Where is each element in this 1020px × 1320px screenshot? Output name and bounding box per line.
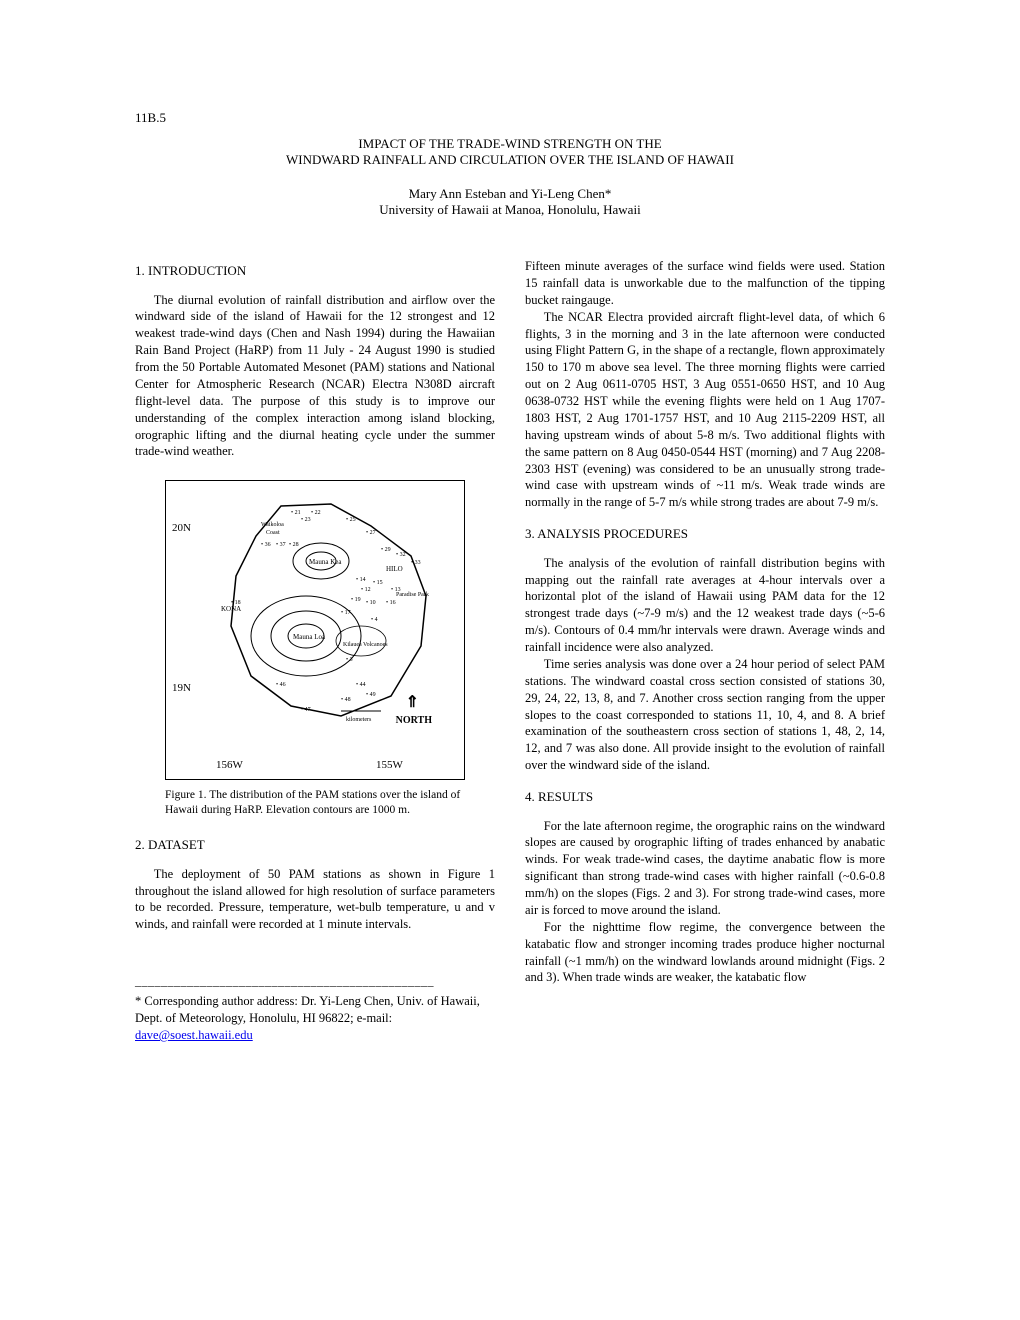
- svg-text:• 48: • 48: [341, 697, 351, 703]
- svg-text:• 12: • 12: [361, 587, 371, 593]
- svg-text:• 10: • 10: [366, 600, 376, 606]
- author-email-link[interactable]: dave@soest.hawaii.edu: [135, 1028, 253, 1042]
- svg-text:Waikoloa: Waikoloa: [261, 522, 284, 528]
- svg-text:• 18: • 18: [231, 600, 241, 606]
- svg-text:• 46: • 46: [276, 682, 286, 688]
- svg-text:Coast: Coast: [266, 530, 280, 536]
- svg-text:• 28: • 28: [289, 542, 299, 548]
- svg-text:• 16: • 16: [386, 600, 396, 606]
- map-x-label-1: 156W: [216, 758, 243, 773]
- svg-text:• 13: • 13: [391, 587, 401, 593]
- svg-text:• 25: • 25: [346, 517, 356, 523]
- author-block: Mary Ann Esteban and Yi-Leng Chen* Unive…: [135, 186, 885, 218]
- svg-text:Mauna Kea: Mauna Kea: [309, 558, 342, 566]
- section-1-heading: 1. INTRODUCTION: [135, 262, 495, 280]
- svg-text:• 21: • 21: [291, 510, 301, 516]
- figure-1: 20N 19N 156W 155W Mauna Kea Mauna Loa HI…: [135, 480, 495, 780]
- left-column: 1. INTRODUCTION The diurnal evolution of…: [135, 258, 495, 1044]
- svg-text:• 32: • 32: [396, 552, 406, 558]
- map-y-label-2: 19N: [172, 681, 191, 696]
- section-4-paragraph-2: For the nighttime flow regime, the conve…: [525, 919, 885, 987]
- corresponding-author-footnote: * Corresponding author address: Dr. Yi-L…: [135, 993, 495, 1044]
- svg-text:• 4: • 4: [371, 617, 378, 623]
- section-2-paragraph-2: Fifteen minute averages of the surface w…: [525, 258, 885, 309]
- section-4-heading: 4. RESULTS: [525, 788, 885, 806]
- svg-text:Paradise Park: Paradise Park: [396, 592, 429, 598]
- svg-text:• 27: • 27: [366, 530, 376, 536]
- author-affiliation: University of Hawaii at Manoa, Honolulu,…: [135, 202, 885, 218]
- svg-text:• 49: • 49: [366, 692, 376, 698]
- svg-text:• 15: • 15: [373, 580, 383, 586]
- svg-text:• 17: • 17: [341, 610, 351, 616]
- right-column: Fifteen minute averages of the surface w…: [525, 258, 885, 1044]
- title-line-1: IMPACT OF THE TRADE-WIND STRENGTH ON THE: [135, 136, 885, 152]
- svg-text:• 23: • 23: [301, 517, 311, 523]
- two-column-layout: 1. INTRODUCTION The diurnal evolution of…: [135, 258, 885, 1044]
- section-2-heading: 2. DATASET: [135, 836, 495, 854]
- svg-text:HILO: HILO: [386, 565, 403, 573]
- section-3-paragraph-2: Time series analysis was done over a 24 …: [525, 656, 885, 774]
- paper-id: 11B.5: [135, 110, 885, 126]
- title-block: IMPACT OF THE TRADE-WIND STRENGTH ON THE…: [135, 136, 885, 168]
- section-3-heading: 3. ANALYSIS PROCEDURES: [525, 525, 885, 543]
- map-y-label-1: 20N: [172, 521, 191, 536]
- svg-text:KONA: KONA: [221, 605, 241, 613]
- north-label: NORTH: [396, 714, 432, 728]
- svg-text:• 47: • 47: [301, 707, 311, 713]
- section-2-paragraph-1: The deployment of 50 PAM stations as sho…: [135, 866, 495, 934]
- svg-text:• 44: • 44: [356, 682, 366, 688]
- svg-text:• 3: • 3: [346, 657, 353, 663]
- section-4-paragraph-1: For the late afternoon regime, the orogr…: [525, 818, 885, 919]
- figure-1-map: 20N 19N 156W 155W Mauna Kea Mauna Loa HI…: [165, 480, 465, 780]
- svg-text:Mauna Loa: Mauna Loa: [293, 633, 326, 641]
- svg-text:Kilauea Volcanoes: Kilauea Volcanoes: [343, 642, 388, 648]
- svg-text:• 22: • 22: [311, 510, 321, 516]
- svg-text:• 19: • 19: [351, 597, 361, 603]
- svg-text:• 14: • 14: [356, 577, 366, 583]
- section-1-paragraph-1: The diurnal evolution of rainfall distri…: [135, 292, 495, 461]
- section-3-paragraph-1: The analysis of the evolution of rainfal…: [525, 555, 885, 656]
- footnote-text: * Corresponding author address: Dr. Yi-L…: [135, 994, 480, 1025]
- author-names: Mary Ann Esteban and Yi-Leng Chen*: [135, 186, 885, 202]
- map-x-label-2: 155W: [376, 758, 403, 773]
- svg-text:• 29: • 29: [381, 547, 391, 553]
- figure-1-caption: Figure 1. The distribution of the PAM st…: [165, 788, 465, 818]
- footnote-separator: ________________________________________…: [135, 973, 495, 989]
- svg-text:• 33: • 33: [411, 560, 421, 566]
- north-arrow-icon: ⇑: [406, 692, 419, 714]
- svg-text:kilometers: kilometers: [346, 717, 372, 723]
- svg-text:• 37: • 37: [276, 542, 286, 548]
- title-line-2: WINDWARD RAINFALL AND CIRCULATION OVER T…: [135, 152, 885, 168]
- svg-text:• 36: • 36: [261, 542, 271, 548]
- section-2-paragraph-3: The NCAR Electra provided aircraft fligh…: [525, 309, 885, 512]
